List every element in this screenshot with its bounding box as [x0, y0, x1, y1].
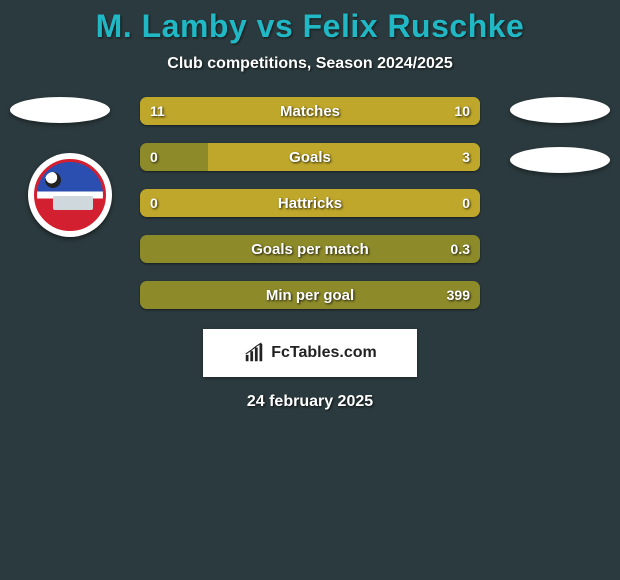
stat-row: 399Min per goal [140, 281, 480, 309]
player-right-placeholder-2 [510, 147, 610, 173]
stat-bars: 1110Matches 03Goals 00Hattricks 0.3Goals pe… [140, 97, 480, 327]
date-text: 24 february 2025 [0, 393, 620, 411]
stat-row: 03Goals [140, 143, 480, 171]
stat-label: Min per goal [140, 281, 480, 309]
watermark-text: FcTables.com [271, 344, 377, 362]
club-badge-left [28, 153, 112, 237]
stat-row: 00Hattricks [140, 189, 480, 217]
badge-stadium-icon [53, 196, 93, 210]
stat-label: Matches [140, 97, 480, 125]
page-subtitle: Club competitions, Season 2024/2025 [0, 55, 620, 73]
club-badge-graphic [34, 159, 106, 231]
player-left-placeholder [10, 97, 110, 123]
player-right-placeholder-1 [510, 97, 610, 123]
stat-row: 1110Matches [140, 97, 480, 125]
watermark: FcTables.com [203, 329, 417, 377]
stat-row: 0.3Goals per match [140, 235, 480, 263]
stat-label: Goals per match [140, 235, 480, 263]
page-title: M. Lamby vs Felix Ruschke [0, 0, 620, 45]
stat-label: Hattricks [140, 189, 480, 217]
badge-ball-icon [45, 172, 61, 188]
bar-chart-icon [243, 342, 265, 364]
stat-label: Goals [140, 143, 480, 171]
